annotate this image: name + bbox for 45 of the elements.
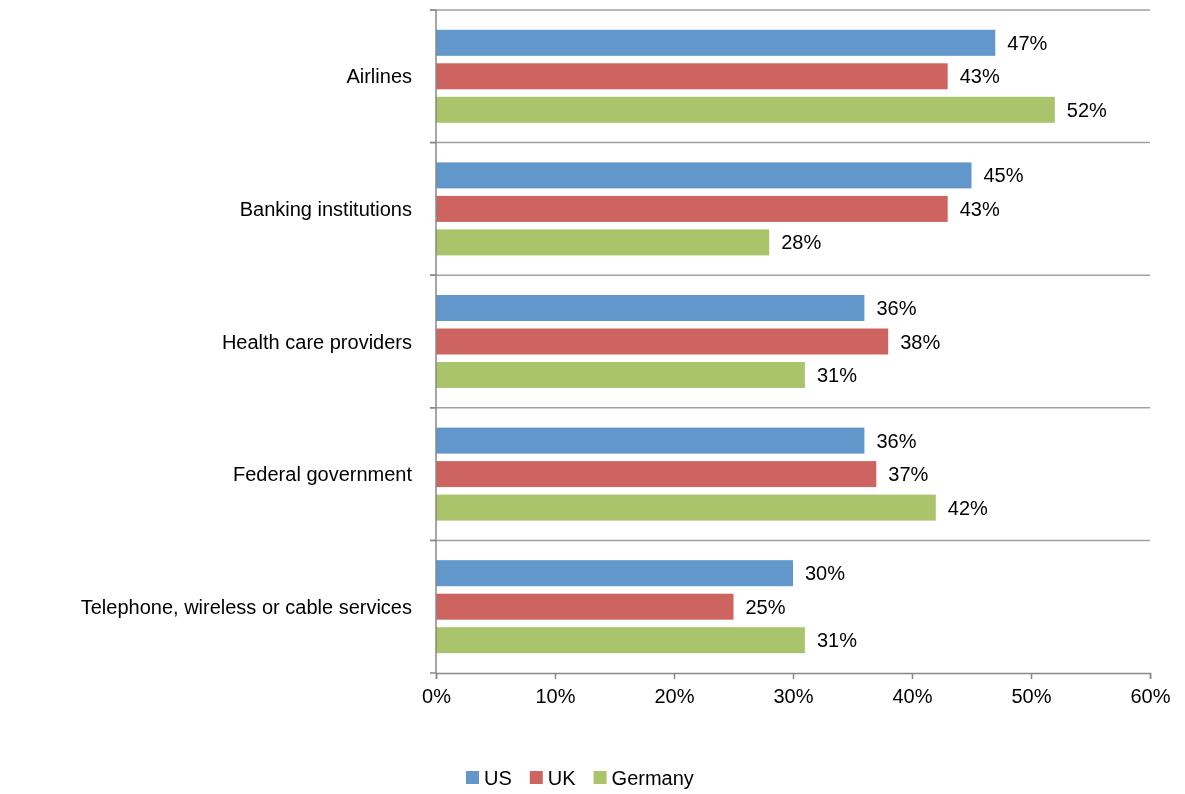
bar (436, 162, 972, 189)
bar (436, 627, 805, 654)
y-tick-label: Banking institutions (239, 197, 412, 220)
bar (436, 295, 865, 321)
x-tick-label: 60% (1130, 685, 1171, 708)
data-label: 42% (947, 496, 989, 519)
data-label: 31% (816, 364, 858, 386)
x-tick-label: 0% (422, 685, 452, 708)
y-tick-label: Health care providers (221, 330, 412, 353)
bar (436, 362, 805, 388)
bar (436, 494, 936, 521)
data-label: 31% (816, 629, 858, 652)
bar (436, 427, 865, 454)
data-label: 43% (959, 65, 1000, 88)
bar (436, 195, 948, 222)
y-tick-label: Telephone, wireless or cable services (80, 595, 412, 618)
x-tick-label: 30% (773, 685, 814, 708)
data-label: 43% (959, 197, 1000, 220)
data-label: 36% (876, 297, 917, 319)
bar (436, 63, 948, 90)
bar (436, 461, 877, 488)
data-label: 38% (900, 330, 941, 353)
x-tick-label: 20% (654, 685, 695, 708)
x-tick-label: 50% (1011, 685, 1052, 708)
data-label: 36% (876, 429, 917, 452)
bar (436, 593, 734, 620)
legend-label: UK (547, 767, 577, 789)
data-label: 37% (888, 463, 929, 486)
data-label: 45% (983, 164, 1024, 187)
bar (436, 560, 793, 587)
data-label: 30% (805, 562, 846, 585)
data-label: 28% (781, 231, 822, 254)
legend-label: Germany (611, 767, 694, 789)
y-tick-label: Airlines (346, 65, 412, 88)
data-label: 52% (1066, 98, 1108, 121)
bar (436, 229, 770, 256)
legend-label: US (484, 767, 512, 789)
x-tick-label: 40% (892, 685, 933, 708)
data-label: 47% (1007, 31, 1048, 54)
data-label: 25% (745, 595, 786, 618)
x-tick-label: 10% (535, 685, 576, 708)
y-tick-label: Federal government (233, 463, 413, 486)
bar (436, 29, 996, 56)
bar (436, 328, 889, 355)
bar (436, 96, 1055, 123)
